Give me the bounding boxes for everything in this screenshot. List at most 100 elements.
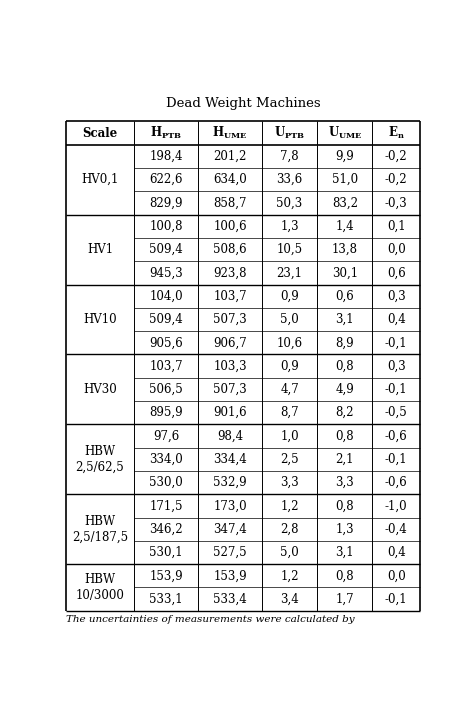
Text: 83,2: 83,2 bbox=[332, 196, 358, 209]
Text: 10,5: 10,5 bbox=[276, 243, 302, 256]
Text: 0,8: 0,8 bbox=[336, 499, 354, 513]
Text: HBW
2,5/62,5: HBW 2,5/62,5 bbox=[76, 445, 124, 474]
Text: 1,4: 1,4 bbox=[336, 220, 354, 233]
Text: 97,6: 97,6 bbox=[153, 429, 179, 443]
Text: 98,4: 98,4 bbox=[217, 429, 243, 443]
Text: 3,3: 3,3 bbox=[280, 476, 299, 489]
Text: 0,0: 0,0 bbox=[387, 243, 406, 256]
Text: -0,1: -0,1 bbox=[385, 593, 408, 605]
Text: 945,3: 945,3 bbox=[149, 266, 183, 279]
Text: 0,9: 0,9 bbox=[280, 360, 299, 373]
Text: 1,3: 1,3 bbox=[280, 220, 299, 233]
Text: 507,3: 507,3 bbox=[213, 383, 247, 396]
Text: HV1: HV1 bbox=[87, 243, 113, 256]
Text: 0,3: 0,3 bbox=[387, 360, 406, 373]
Text: 0,6: 0,6 bbox=[336, 290, 354, 303]
Text: 1,7: 1,7 bbox=[336, 593, 354, 605]
Text: 1,2: 1,2 bbox=[280, 569, 299, 583]
Text: 0,8: 0,8 bbox=[336, 569, 354, 583]
Text: Dead Weight Machines: Dead Weight Machines bbox=[165, 97, 320, 110]
Text: 103,3: 103,3 bbox=[213, 360, 247, 373]
Text: 153,9: 153,9 bbox=[149, 569, 183, 583]
Text: 1,2: 1,2 bbox=[280, 499, 299, 513]
Text: 104,0: 104,0 bbox=[149, 290, 183, 303]
Text: 100,6: 100,6 bbox=[213, 220, 247, 233]
Text: Scale: Scale bbox=[82, 126, 118, 139]
Text: HBW
2,5/187,5: HBW 2,5/187,5 bbox=[72, 515, 128, 543]
Text: 4,9: 4,9 bbox=[336, 383, 354, 396]
Text: 171,5: 171,5 bbox=[149, 499, 183, 513]
Text: 530,1: 530,1 bbox=[149, 546, 183, 559]
Text: 895,9: 895,9 bbox=[149, 406, 183, 419]
Text: 8,9: 8,9 bbox=[336, 336, 354, 349]
Text: 533,4: 533,4 bbox=[213, 593, 247, 605]
Text: 153,9: 153,9 bbox=[213, 569, 247, 583]
Text: E$_\mathregular{n}$: E$_\mathregular{n}$ bbox=[388, 125, 405, 141]
Text: 2,1: 2,1 bbox=[336, 453, 354, 466]
Text: 0,6: 0,6 bbox=[387, 266, 406, 279]
Text: 3,1: 3,1 bbox=[336, 313, 354, 326]
Text: 30,1: 30,1 bbox=[332, 266, 358, 279]
Text: 0,8: 0,8 bbox=[336, 360, 354, 373]
Text: HV0,1: HV0,1 bbox=[82, 174, 118, 186]
Text: -0,1: -0,1 bbox=[385, 453, 408, 466]
Text: 2,8: 2,8 bbox=[280, 523, 299, 536]
Text: -0,2: -0,2 bbox=[385, 150, 408, 163]
Text: 0,4: 0,4 bbox=[387, 546, 406, 559]
Text: 532,9: 532,9 bbox=[213, 476, 247, 489]
Text: -0,3: -0,3 bbox=[385, 196, 408, 209]
Text: -0,4: -0,4 bbox=[385, 523, 408, 536]
Text: 1,0: 1,0 bbox=[280, 429, 299, 443]
Text: 507,3: 507,3 bbox=[213, 313, 247, 326]
Text: 2,5: 2,5 bbox=[280, 453, 299, 466]
Text: 0,0: 0,0 bbox=[387, 569, 406, 583]
Text: 530,0: 530,0 bbox=[149, 476, 183, 489]
Text: 906,7: 906,7 bbox=[213, 336, 247, 349]
Text: 13,8: 13,8 bbox=[332, 243, 358, 256]
Text: 23,1: 23,1 bbox=[276, 266, 302, 279]
Text: 347,4: 347,4 bbox=[213, 523, 247, 536]
Text: -1,0: -1,0 bbox=[385, 499, 408, 513]
Text: 0,8: 0,8 bbox=[336, 429, 354, 443]
Text: 10,6: 10,6 bbox=[276, 336, 302, 349]
Text: 51,0: 51,0 bbox=[332, 174, 358, 186]
Text: 858,7: 858,7 bbox=[213, 196, 247, 209]
Text: 50,3: 50,3 bbox=[276, 196, 303, 209]
Text: 0,1: 0,1 bbox=[387, 220, 406, 233]
Text: 100,8: 100,8 bbox=[149, 220, 183, 233]
Text: -0,1: -0,1 bbox=[385, 383, 408, 396]
Text: 5,0: 5,0 bbox=[280, 313, 299, 326]
Text: 533,1: 533,1 bbox=[149, 593, 183, 605]
Text: -0,5: -0,5 bbox=[385, 406, 408, 419]
Text: H$_\mathregular{UME}$: H$_\mathregular{UME}$ bbox=[212, 125, 247, 141]
Text: 3,4: 3,4 bbox=[280, 593, 299, 605]
Text: 905,6: 905,6 bbox=[149, 336, 183, 349]
Text: 334,0: 334,0 bbox=[149, 453, 183, 466]
Text: The uncertainties of measurements were calculated by: The uncertainties of measurements were c… bbox=[66, 615, 355, 624]
Text: 923,8: 923,8 bbox=[213, 266, 247, 279]
Text: 3,3: 3,3 bbox=[336, 476, 354, 489]
Text: -0,2: -0,2 bbox=[385, 174, 408, 186]
Text: 3,1: 3,1 bbox=[336, 546, 354, 559]
Text: 346,2: 346,2 bbox=[149, 523, 183, 536]
Text: H$_\mathregular{PTB}$: H$_\mathregular{PTB}$ bbox=[150, 125, 182, 141]
Text: U$_\mathregular{UME}$: U$_\mathregular{UME}$ bbox=[328, 125, 362, 141]
Text: 334,4: 334,4 bbox=[213, 453, 247, 466]
Text: 33,6: 33,6 bbox=[276, 174, 303, 186]
Text: 829,9: 829,9 bbox=[149, 196, 183, 209]
Text: 1,3: 1,3 bbox=[336, 523, 354, 536]
Text: HBW
10/3000: HBW 10/3000 bbox=[75, 573, 124, 602]
Text: 901,6: 901,6 bbox=[213, 406, 247, 419]
Text: 5,0: 5,0 bbox=[280, 546, 299, 559]
Text: 0,3: 0,3 bbox=[387, 290, 406, 303]
Text: 0,9: 0,9 bbox=[280, 290, 299, 303]
Text: 8,7: 8,7 bbox=[280, 406, 299, 419]
Text: -0,6: -0,6 bbox=[385, 476, 408, 489]
Text: HV30: HV30 bbox=[83, 383, 117, 396]
Text: -0,1: -0,1 bbox=[385, 336, 408, 349]
Text: 506,5: 506,5 bbox=[149, 383, 183, 396]
Text: HV10: HV10 bbox=[83, 313, 117, 326]
Text: 7,8: 7,8 bbox=[280, 150, 299, 163]
Text: 173,0: 173,0 bbox=[213, 499, 247, 513]
Text: 9,9: 9,9 bbox=[336, 150, 354, 163]
